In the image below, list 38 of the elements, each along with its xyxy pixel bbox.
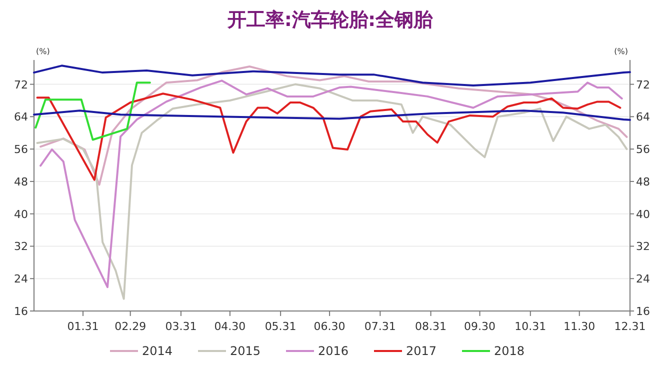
x-tick-label: 03.31 [165,320,197,333]
y-tick-label: 56 [14,143,28,156]
legend-label: 2018 [494,344,525,358]
legend-label: 2014 [142,344,173,358]
y-axis-title: (%) [36,47,50,56]
legend-label: 2016 [318,344,349,358]
x-tick-label: 02.29 [114,320,146,333]
y2-tick-label: 24 [636,272,650,286]
x-tick-label: 06.30 [314,320,346,333]
legend-label: 2015 [230,344,261,358]
x-tick-label: 07.31 [364,320,396,333]
y2-tick-label: 48 [636,175,650,188]
x-tick-label: 08.31 [415,320,447,333]
y2-tick-label: 72 [636,78,650,92]
y-tick-label: 40 [14,208,28,221]
x-tick-label: 05.31 [264,320,296,333]
line-series [33,64,631,86]
y-tick-label: 16 [14,305,28,318]
x-tick-label: 11.30 [564,320,596,333]
y-tick-label: 48 [14,175,28,188]
x-tick-label: 09.30 [464,320,496,333]
y2-tick-label: 40 [636,208,650,221]
y-tick-label: 32 [14,240,28,254]
chart-title: 开工率:汽车轮胎:全钢胎 [226,9,434,31]
y2-axis-title: (%) [614,47,628,56]
y2-tick-label: 64 [636,110,650,124]
y2-tick-label: 32 [636,240,650,254]
legend-label: 2017 [406,344,437,358]
x-tick-label: 01.31 [67,320,99,333]
y2-tick-label: 56 [636,143,650,156]
x-tick-label: 04.30 [214,320,246,333]
x-tick-label: 10.31 [514,320,546,333]
y2-tick-label: 16 [636,305,650,318]
y-tick-label: 64 [14,110,28,124]
line-series [33,110,631,121]
y-tick-label: 72 [14,78,28,92]
x-tick-label: 12.31 [614,320,646,333]
y-tick-label: 24 [14,272,28,286]
